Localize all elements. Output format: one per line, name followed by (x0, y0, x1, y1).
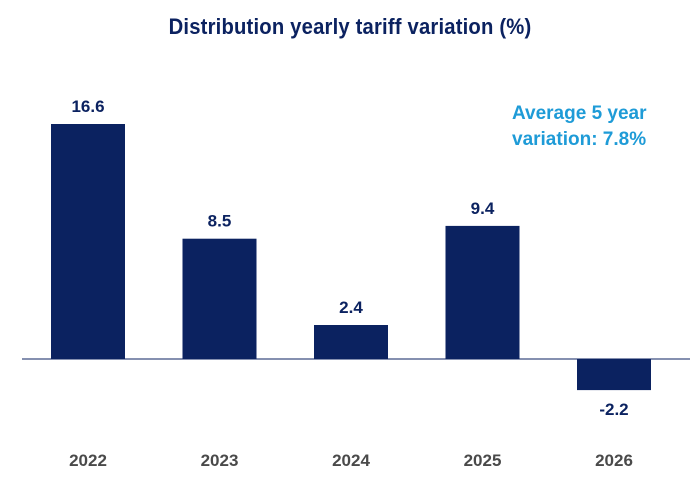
bar-2026 (577, 359, 651, 391)
bar-2024 (314, 325, 388, 359)
bar-2023 (182, 238, 257, 359)
x-tick-2026: 2026 (595, 451, 633, 470)
bar-2025 (445, 225, 520, 359)
data-label-2022: 16.6 (71, 97, 104, 116)
x-tick-2023: 2023 (201, 451, 239, 470)
annotation-line-2: variation: 7.8% (512, 129, 647, 150)
bars-group (51, 124, 651, 391)
data-label-2026: -2.2 (599, 400, 628, 419)
x-tick-2024: 2024 (332, 451, 370, 470)
chart-title: Distribution yearly tariff variation (%) (168, 14, 532, 39)
data-label-2024: 2.4 (339, 298, 363, 317)
data-label-2023: 8.5 (208, 212, 232, 231)
bar-2022 (51, 124, 125, 359)
x-tick-2025: 2025 (464, 451, 502, 470)
x-tick-2022: 2022 (69, 451, 107, 470)
x-tick-labels-group: 2022 2023 2024 2025 2026 (69, 451, 633, 470)
average-annotation: Average 5 year variation: 7.8% (512, 101, 692, 153)
data-label-2025: 9.4 (471, 199, 495, 218)
annotation-line-1: Average 5 year (512, 103, 647, 124)
data-labels-group: 16.6 8.5 2.4 9.4 -2.2 (71, 97, 628, 419)
